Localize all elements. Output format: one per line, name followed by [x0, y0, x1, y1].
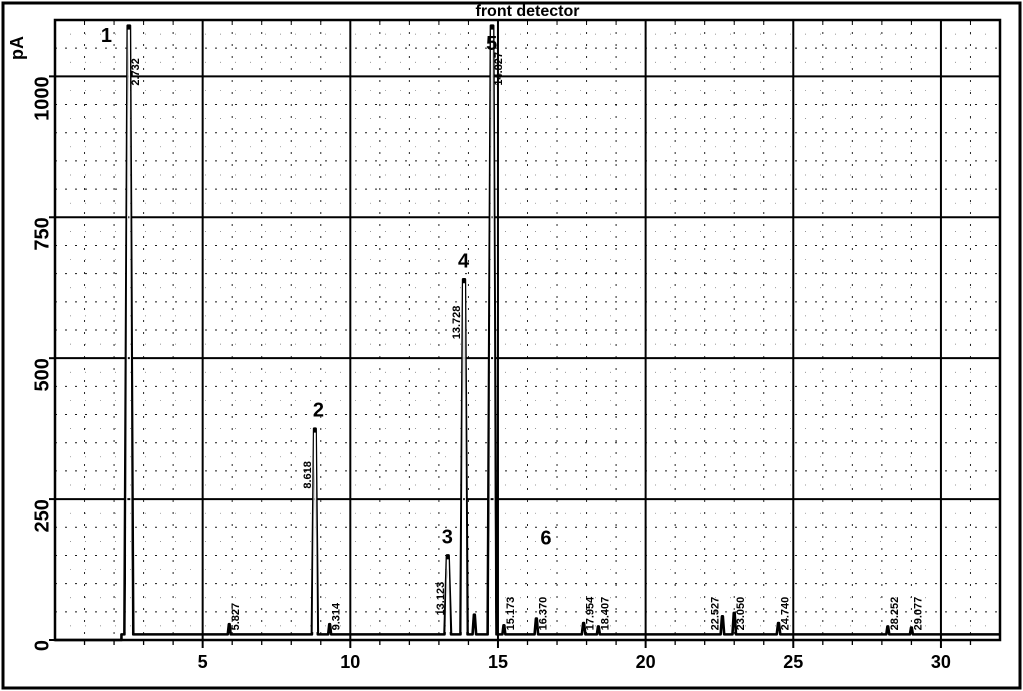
svg-text:20: 20	[636, 652, 656, 672]
svg-text:5: 5	[198, 652, 208, 672]
svg-text:17.954: 17.954	[585, 596, 597, 631]
svg-text:29.077: 29.077	[912, 597, 924, 631]
svg-text:1: 1	[101, 25, 112, 47]
svg-text:1000: 1000	[31, 76, 53, 121]
svg-text:front detector: front detector	[476, 3, 580, 20]
svg-text:250: 250	[31, 499, 53, 532]
svg-text:28.252: 28.252	[889, 597, 901, 631]
svg-text:23.050: 23.050	[735, 597, 747, 631]
svg-text:0: 0	[31, 640, 53, 651]
svg-text:30: 30	[931, 652, 951, 672]
svg-text:2.732: 2.732	[130, 58, 142, 86]
svg-text:22.527: 22.527	[709, 597, 721, 631]
svg-text:750: 750	[31, 217, 53, 250]
svg-text:15: 15	[488, 652, 508, 672]
svg-text:16.370: 16.370	[537, 597, 549, 631]
svg-text:13.123: 13.123	[435, 582, 447, 616]
svg-text:6: 6	[540, 527, 551, 549]
svg-text:13.728: 13.728	[451, 306, 463, 340]
svg-text:8.618: 8.618	[302, 461, 314, 489]
chart-svg: front detector02505007501000pA5101520253…	[0, 0, 1023, 691]
svg-text:14.827: 14.827	[493, 52, 505, 86]
svg-text:10: 10	[340, 652, 360, 672]
svg-text:4: 4	[458, 250, 470, 272]
svg-text:pA: pA	[7, 36, 27, 60]
svg-text:5: 5	[486, 33, 497, 55]
svg-text:500: 500	[31, 358, 53, 391]
svg-text:18.407: 18.407	[599, 597, 611, 631]
svg-text:25: 25	[783, 652, 803, 672]
svg-text:5.827: 5.827	[230, 603, 242, 631]
chromatogram-chart: front detector02505007501000pA5101520253…	[0, 0, 1023, 691]
svg-text:15.173: 15.173	[505, 597, 517, 631]
svg-text:2: 2	[313, 400, 324, 422]
svg-text:24.740: 24.740	[780, 597, 792, 631]
svg-text:3: 3	[442, 526, 453, 548]
